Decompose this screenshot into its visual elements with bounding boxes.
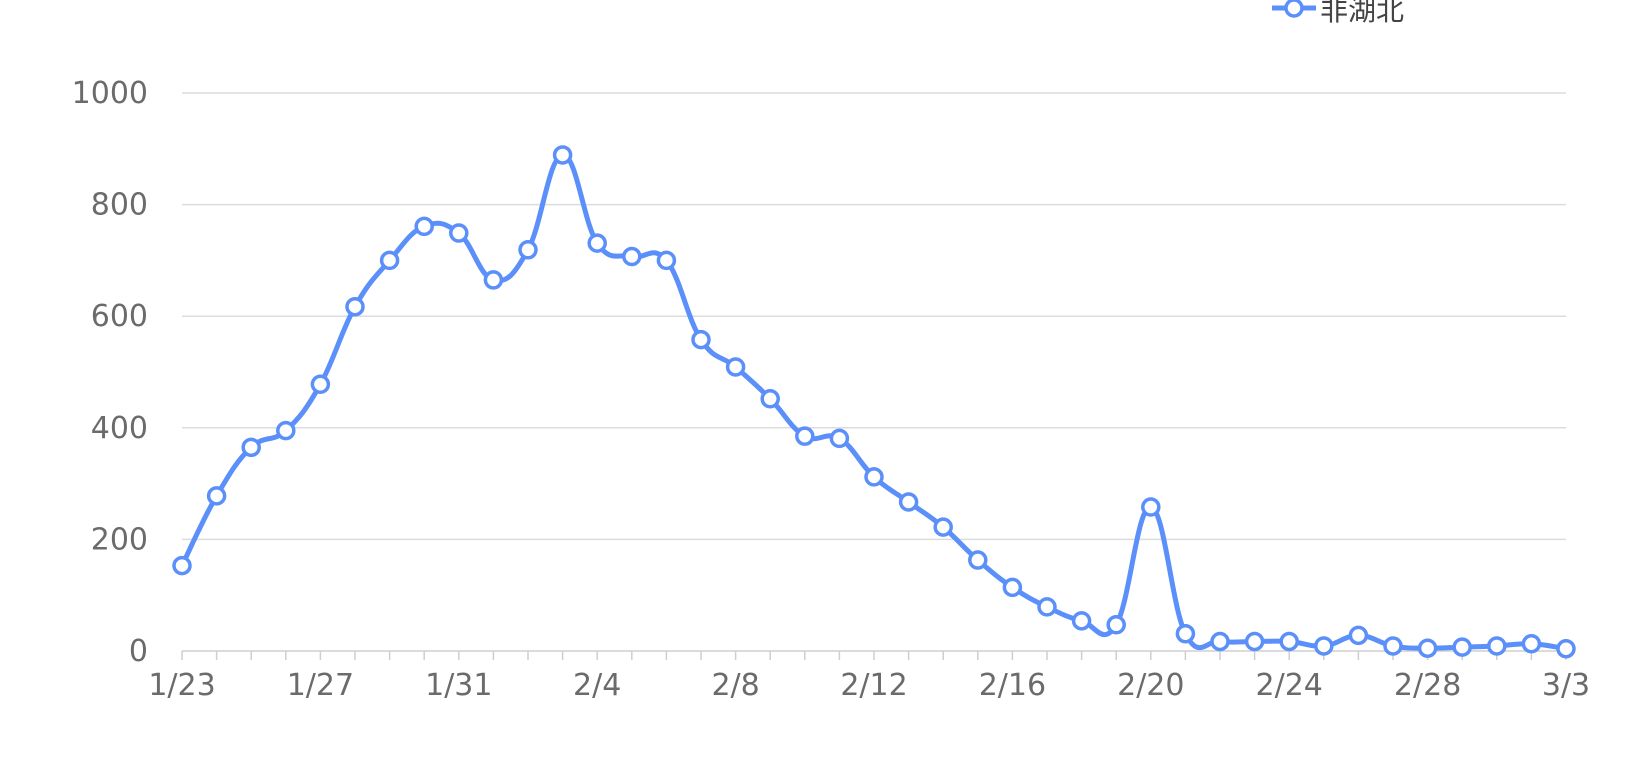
data-point[interactable] [760,389,780,409]
data-point[interactable] [1417,638,1438,658]
data-point[interactable] [1141,497,1161,517]
data-point[interactable] [276,420,296,441]
x-tick-label: 2/16 [979,668,1046,703]
data-point[interactable] [1210,631,1230,652]
data-point[interactable] [587,233,607,253]
y-tick-label: 0 [129,634,148,669]
data-point[interactable] [933,517,953,537]
data-point[interactable] [968,550,988,570]
x-tick-label: 1/31 [425,668,492,703]
data-point[interactable] [1314,636,1334,656]
legend-marker [1284,0,1304,18]
x-tick-label: 2/20 [1117,668,1184,703]
data-point[interactable] [1106,615,1126,635]
data-points [172,145,1576,659]
x-tick-label: 1/23 [148,668,215,703]
grid-lines [182,92,1566,652]
x-axis [181,651,1567,660]
data-point[interactable] [864,467,884,487]
y-tick-label: 800 [91,188,148,223]
data-point[interactable] [1487,636,1507,656]
x-tick-label: 1/27 [287,668,354,703]
data-point[interactable] [622,246,642,267]
data-point[interactable] [1383,636,1403,656]
data-point[interactable] [414,216,434,237]
data-point[interactable] [656,250,677,271]
data-point[interactable] [483,270,504,290]
data-point[interactable] [241,437,261,458]
x-tick-label: 2/4 [573,668,621,703]
data-point[interactable] [1071,611,1092,631]
y-tick-label: 400 [91,411,148,446]
data-point[interactable] [829,428,850,449]
data-point[interactable] [206,486,227,506]
data-point[interactable] [1037,597,1057,617]
data-point[interactable] [310,374,331,395]
series-line [179,152,1569,652]
data-point[interactable] [1556,639,1576,659]
data-point[interactable] [172,555,192,576]
x-tick-label: 2/28 [1394,668,1461,703]
data-point[interactable] [379,250,400,271]
data-point[interactable] [1452,637,1472,657]
data-point[interactable] [552,145,573,165]
x-tick-label: 3/3 [1542,668,1590,703]
y-tick-label: 600 [91,299,148,334]
data-point[interactable] [449,223,469,243]
data-point[interactable] [1279,631,1299,652]
x-tick-label: 2/12 [840,668,907,703]
data-point[interactable] [518,240,538,260]
data-point[interactable] [725,357,746,377]
x-axis-labels: 1/23 1/27 1/31 2/4 2/8 2/12 2/16 2/20 2/24 2/28 3/… [148,668,1590,703]
data-point[interactable] [1175,623,1196,644]
x-tick-label: 2/24 [1256,668,1323,703]
data-point[interactable] [898,492,919,512]
data-point[interactable] [1244,631,1265,652]
legend[interactable]: 非湖北 [1272,0,1404,27]
y-axis-labels: 0 200 400 600 800 1000 [72,76,148,669]
x-tick-label: 2/8 [711,668,759,703]
data-point[interactable] [1002,577,1023,598]
data-point[interactable] [345,296,365,317]
y-tick-label: 1000 [72,76,148,111]
data-point[interactable] [795,426,815,446]
series-line-layer [179,152,1569,652]
data-point[interactable] [1348,625,1369,646]
data-point[interactable] [691,329,711,350]
y-tick-label: 200 [91,522,148,557]
data-point[interactable] [1521,633,1542,654]
legend-label: 非湖北 [1320,0,1404,27]
